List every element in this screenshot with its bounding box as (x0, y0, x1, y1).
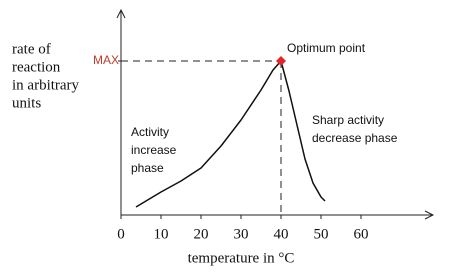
x-tick-label: 60 (354, 226, 369, 242)
annotation: Sharp activity (312, 113, 384, 127)
annotation: Activity (131, 125, 169, 139)
x-tick-label: 10 (154, 226, 169, 242)
x-axis-arrow (424, 210, 435, 220)
y-axis-label: rate of (12, 41, 51, 57)
y-axis-label: reaction (12, 59, 61, 75)
y-tick-label: MAX (93, 53, 119, 67)
curve (135, 60, 326, 208)
x-tick-label: 0 (117, 226, 125, 242)
y-axis-label: in arbitrary (12, 77, 80, 93)
annotation: decrease phase (312, 131, 398, 145)
peak-label: Optimum point (287, 41, 366, 55)
y-axis-arrow (116, 8, 126, 19)
x-axis-label: temperature in °C (188, 250, 295, 266)
y-axis-label: units (12, 95, 41, 111)
x-tick-label: 40 (274, 226, 289, 242)
x-tick-label: 20 (194, 226, 209, 242)
x-tick-label: 50 (314, 226, 329, 242)
x-tick-label: 30 (234, 226, 249, 242)
peak-marker (276, 56, 286, 66)
annotation: phase (131, 161, 164, 175)
annotation: increase (131, 143, 177, 157)
